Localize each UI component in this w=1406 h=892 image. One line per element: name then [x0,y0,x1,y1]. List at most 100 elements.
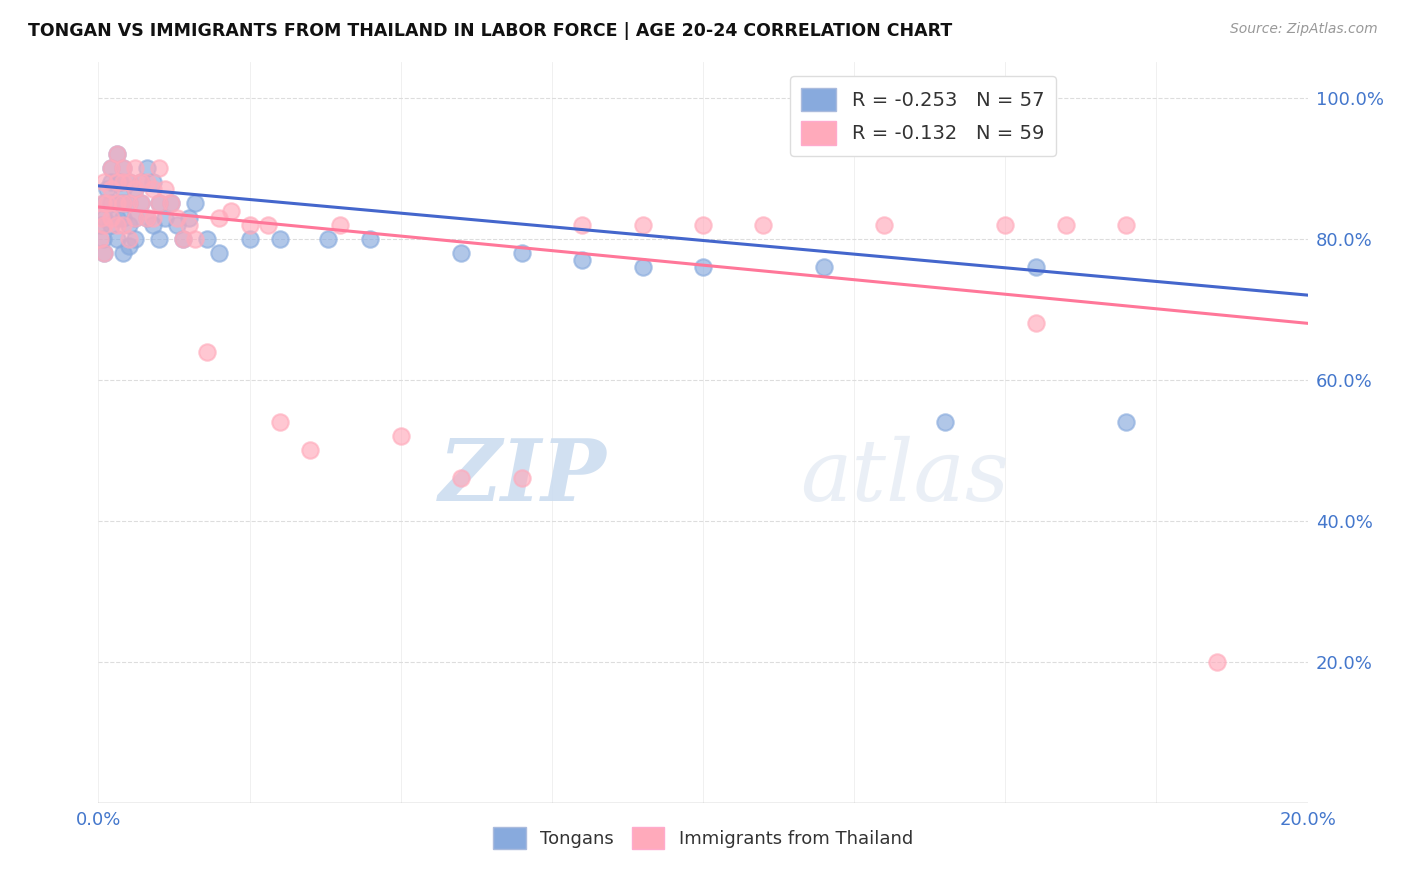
Point [111,218,134,232]
Point [179,211,201,225]
Point [631,218,654,232]
Point [129,175,152,189]
Point [166,211,188,225]
Point [129,196,152,211]
Point [100,161,122,176]
Point [571,252,593,267]
Point [208,245,231,260]
Point [153,211,176,225]
Point [100,175,122,189]
Point [172,232,194,246]
Point [118,175,141,189]
Point [118,239,141,253]
Point [142,175,165,189]
Point [329,218,352,232]
Text: atlas: atlas [800,435,1010,518]
Point [510,245,533,260]
Text: Source: ZipAtlas.com: Source: ZipAtlas.com [1230,22,1378,37]
Point [184,232,207,246]
Point [148,196,170,211]
Point [269,232,291,246]
Point [105,147,128,161]
Point [299,443,322,458]
Text: ZIP: ZIP [439,435,606,519]
Point [105,175,128,189]
Point [100,218,122,232]
Point [450,471,472,485]
Point [111,182,134,196]
Point [813,260,835,274]
Point [1115,218,1137,232]
Point [91,196,114,211]
Point [111,161,134,176]
Point [1024,316,1046,330]
Point [96,196,118,211]
Point [135,211,157,225]
Point [1115,415,1137,429]
Point [111,211,134,225]
Point [1054,218,1077,232]
Point [148,196,170,211]
Point [111,161,134,176]
Point [208,211,231,225]
Point [239,218,262,232]
Point [100,182,122,196]
Point [160,196,183,211]
Point [316,232,339,246]
Point [93,218,115,232]
Point [105,218,128,232]
Point [934,415,956,429]
Point [1206,655,1229,669]
Point [135,211,157,225]
Point [111,245,134,260]
Text: TONGAN VS IMMIGRANTS FROM THAILAND IN LABOR FORCE | AGE 20-24 CORRELATION CHART: TONGAN VS IMMIGRANTS FROM THAILAND IN LA… [28,22,952,40]
Point [360,232,382,246]
Point [105,196,128,211]
Point [105,175,128,189]
Point [108,175,131,189]
Point [450,245,472,260]
Point [111,196,134,211]
Point [124,232,146,246]
Point [105,211,128,225]
Point [135,175,157,189]
Point [91,232,114,246]
Point [195,344,218,359]
Point [179,218,201,232]
Point [100,196,122,211]
Point [124,161,146,176]
Point [148,161,170,176]
Point [105,196,128,211]
Point [111,175,134,189]
Point [89,232,111,246]
Point [692,218,714,232]
Point [631,260,654,274]
Point [124,211,146,225]
Point [93,211,115,225]
Point [118,218,141,232]
Point [93,245,115,260]
Point [389,429,412,443]
Point [90,218,112,232]
Point [142,211,165,225]
Point [184,196,207,211]
Point [510,471,533,485]
Point [752,218,775,232]
Point [105,147,128,161]
Point [129,175,152,189]
Point [118,196,141,211]
Point [172,232,194,246]
Point [96,182,118,196]
Point [93,245,115,260]
Point [124,182,146,196]
Point [100,161,122,176]
Point [148,232,170,246]
Point [692,260,714,274]
Point [129,196,152,211]
Point [93,196,115,211]
Point [571,218,593,232]
Point [166,218,188,232]
Point [90,211,112,225]
Point [269,415,291,429]
Point [873,218,896,232]
